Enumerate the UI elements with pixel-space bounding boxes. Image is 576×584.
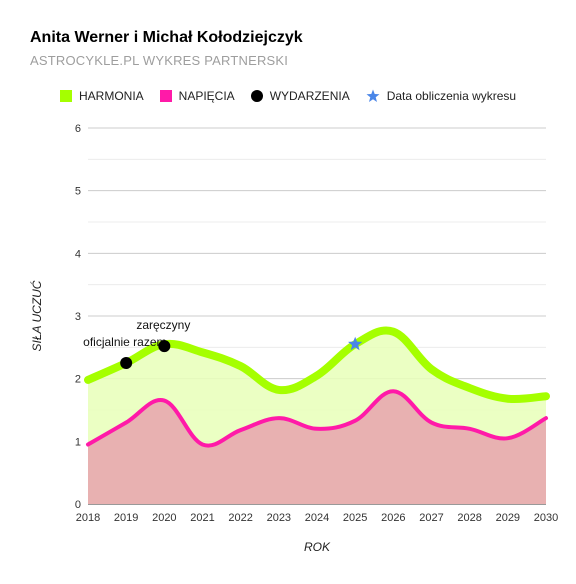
series-areas [88, 330, 546, 504]
x-tick-label: 2028 [457, 512, 481, 524]
event-label: oficjalnie razem [83, 335, 166, 349]
area-napi-cia [88, 391, 546, 504]
x-tick-label: 2020 [152, 512, 176, 524]
event-label: zaręczyny [136, 318, 190, 332]
y-tick-label: 6 [75, 123, 81, 135]
y-tick-labels: 0 1 2 3 4 5 6 [75, 123, 81, 511]
x-tick-label: 2019 [114, 512, 138, 524]
x-tick-label: 2024 [305, 512, 329, 524]
y-tick-label: 2 [75, 374, 81, 386]
chart-title: Anita Werner i Michał Kołodziejczyk [30, 29, 303, 46]
legend-swatch-wydarzenia [250, 90, 263, 102]
star-icon [366, 89, 380, 102]
x-tick-label: 2025 [343, 512, 367, 524]
event-marker [120, 357, 133, 369]
legend-label-harmonia: HARMONIA [79, 89, 144, 103]
x-tick-label: 2029 [496, 512, 520, 524]
x-tick-label: 2021 [190, 512, 214, 524]
legend: HARMONIA NAPIĘCIA WYDARZENIA Data oblicz… [60, 88, 532, 104]
y-axis-title: SIŁA UCZUĆ [29, 280, 44, 351]
legend-label-wydarzenia: WYDARZENIA [269, 89, 350, 103]
legend-item-calc-date[interactable]: Data obliczenia wykresu [366, 89, 516, 103]
y-tick-label: 5 [75, 186, 81, 198]
y-tick-label: 3 [75, 311, 81, 323]
x-tick-label: 2030 [534, 512, 558, 524]
y-tick-label: 1 [75, 436, 81, 448]
x-tick-label: 2022 [228, 512, 252, 524]
legend-item-harmonia[interactable]: HARMONIA [60, 89, 144, 103]
legend-item-wydarzenia[interactable]: WYDARZENIA [250, 89, 350, 103]
legend-label-calc-date: Data obliczenia wykresu [386, 89, 517, 103]
legend-label-napiecia: NAPIĘCIA [178, 89, 235, 103]
x-tick-label: 2027 [419, 512, 443, 524]
y-tick-label: 0 [75, 499, 81, 511]
legend-swatch-harmonia [60, 90, 72, 102]
legend-swatch-napiecia [159, 90, 172, 102]
line-napi-cia [86, 389, 548, 448]
chart-subtitle: ASTROCYKLE.PL WYKRES PARTNERSKI [30, 53, 289, 68]
y-tick-label: 4 [75, 248, 81, 260]
legend-item-napiecia[interactable]: NAPIĘCIA [159, 89, 235, 103]
event-marker [158, 340, 171, 353]
calc-date-marker [348, 336, 363, 351]
x-tick-labels: 2018 2019 2020 2021 2022 2023 2024 2025 2026 2027… [76, 512, 558, 524]
x-tick-label: 2018 [76, 512, 100, 524]
x-axis-title: ROK [304, 540, 331, 554]
x-tick-label: 2023 [267, 512, 291, 524]
event-markers: oficjalnie razem zaręczyny [83, 318, 363, 369]
x-tick-label: 2026 [381, 512, 405, 524]
